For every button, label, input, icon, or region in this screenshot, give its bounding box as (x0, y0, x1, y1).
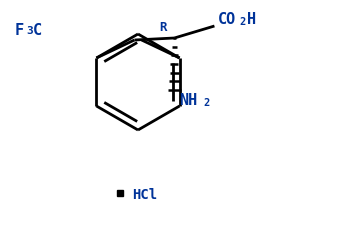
Text: 2: 2 (204, 98, 210, 108)
Text: 2: 2 (239, 17, 246, 27)
Text: NH: NH (179, 93, 198, 108)
Text: C: C (33, 23, 42, 38)
Text: R: R (159, 21, 166, 34)
Text: 3: 3 (26, 26, 33, 36)
Text: HCl: HCl (132, 188, 157, 202)
Text: H: H (247, 12, 257, 27)
Text: F: F (15, 23, 24, 38)
Text: CO: CO (217, 12, 236, 27)
